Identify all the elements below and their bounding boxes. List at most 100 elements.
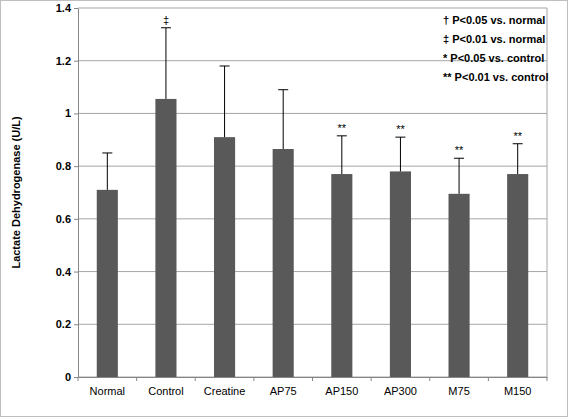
y-tick: 1 [65,107,78,119]
error-bar [278,90,288,149]
category-separator [312,377,313,381]
x-tick: AP150 [325,377,358,397]
x-tick: M150 [504,377,532,397]
y-tick: 0 [65,371,78,383]
error-bar-stem [165,28,166,99]
bar [507,174,528,377]
error-bar-stem [107,153,108,190]
y-tick: 0.8 [56,160,78,172]
annotation: * P<0.05 vs. control [443,52,544,64]
x-tick-label: Creatine [204,385,246,397]
annotation: ‡ P<0.01 vs. normal [443,33,545,45]
grid-line [78,166,547,167]
annotation: † P<0.05 vs. normal [443,14,545,26]
y-tick-label: 0.8 [56,160,71,172]
category-separator [488,377,489,381]
bar [214,137,235,377]
y-tick-mark [74,377,78,378]
significance-label: ‡ [163,14,169,26]
significance-label: ** [338,122,347,134]
grid-line [78,218,547,219]
x-tick: AP300 [384,377,417,397]
y-tick-label: 0.6 [56,213,71,225]
y-tick-label: 1.4 [56,2,72,14]
y-tick-mark [74,272,78,273]
y-tick-mark [74,166,78,167]
error-bar-cap [220,65,230,66]
significance-label: ** [513,130,522,142]
error-bar [337,136,347,174]
bar [273,149,294,377]
error-bar [454,158,464,194]
error-bar-cap [161,27,171,28]
category-separator [371,377,372,381]
error-bar [513,144,523,174]
bar [390,171,411,377]
category-separator [195,377,196,381]
y-tick: 0.6 [56,213,78,225]
category-separator [136,377,137,381]
bar [97,190,118,377]
x-tick-label: Control [148,385,183,397]
error-bar-stem [459,158,460,194]
y-tick: 0.4 [56,266,78,278]
x-tick: M75 [448,377,469,397]
y-tick: 0.2 [56,318,78,330]
chart: 0 0.2 0.4 0.6 0.8 1 1.2 1.4 Normal Control Creatin… [0,0,568,417]
x-tick-label: M75 [448,385,469,397]
category-separator [547,377,548,381]
x-tick: Normal [90,377,125,397]
grid-line [78,8,547,9]
y-tick-mark [74,113,78,114]
y-axis: 0 0.2 0.4 0.6 0.8 1 1.2 1.4 [56,2,79,383]
bar [449,194,470,377]
x-axis: Normal Control Creatine AP75 AP150 AP300 M75 M1… [78,377,548,397]
error-bar-stem [517,144,518,174]
error-bar [220,66,230,137]
annotations: † P<0.05 vs. normal ‡ P<0.01 vs. normal * … [443,14,548,83]
error-bar-cap [337,135,347,136]
category-separator [78,377,79,381]
y-tick-label: 0 [65,371,71,383]
x-tick-label: AP75 [270,385,297,397]
frame [1,1,568,417]
y-tick-mark [74,324,78,325]
y-tick: 1.2 [56,55,78,67]
error-bar [395,137,405,171]
error-bar-stem [400,137,401,171]
error-bar-stem [224,66,225,137]
error-bar-cap [395,137,405,138]
y-tick-label: 0.2 [56,318,71,330]
category-separator [253,377,254,381]
error-bar-stem [283,90,284,149]
y-tick: 1.4 [56,2,78,14]
x-tick: Creatine [204,377,246,397]
y-axis-line [78,9,79,378]
y-tick-mark [74,219,78,220]
annotation: ** P<0.01 vs. control [443,71,548,83]
grid-line [78,113,547,114]
grid-line [78,271,547,272]
grid [78,8,547,377]
significance-label: ** [455,144,464,156]
error-bar-stem [341,136,342,174]
x-tick: AP75 [270,377,297,397]
error-bar-cap [102,152,112,153]
y-tick-mark [74,8,78,9]
bar [331,174,352,377]
x-tick-label: AP300 [384,385,417,397]
y-tick-label: 0.4 [56,266,72,278]
error-bar-cap [278,89,288,90]
y-axis-title: Lactate Dehydrogenase (U/L) [10,116,22,269]
error-bar [161,28,171,99]
error-bar-cap [454,158,464,159]
category-separator [429,377,430,381]
x-tick-label: M150 [504,385,532,397]
error-bar-cap [513,143,523,144]
significance-label: ** [396,123,405,135]
y-tick-label: 1 [65,107,71,119]
bar [155,99,176,377]
y-tick-label: 1.2 [56,55,71,67]
grid-line [78,324,547,325]
x-tick-label: Normal [90,385,125,397]
